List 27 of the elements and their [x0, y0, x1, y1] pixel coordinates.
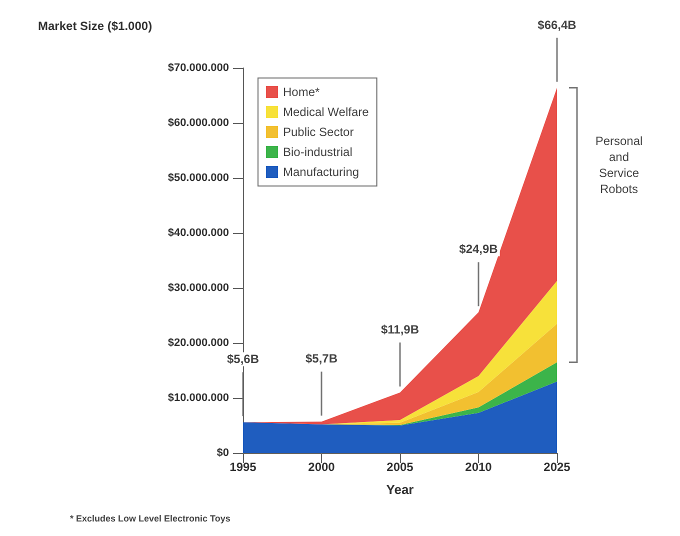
text: Personal and Service Robots: [595, 134, 643, 196]
legend-label: Public Sector: [283, 125, 354, 139]
y-tick-label: $0: [216, 447, 229, 459]
y-tick-label: $20.000.000: [168, 337, 229, 349]
legend-label: Manufacturing: [283, 165, 360, 179]
y-tick-label: $60.000.000: [168, 117, 229, 129]
y-tick-label: $70.000.000: [168, 62, 229, 74]
x-tick-label: 2025: [544, 460, 571, 474]
annotation: $5,6B: [226, 352, 260, 366]
y-tick-label: $10.000.000: [168, 392, 229, 404]
y-tick-label: $30.000.000: [168, 282, 229, 294]
legend-label: Medical Welfare: [283, 105, 370, 119]
x-tick-label: 2010: [465, 460, 492, 474]
text: * Excludes Low Level Electronic Toys: [70, 514, 230, 524]
y-axis-title: Market Size ($1.000): [38, 19, 152, 33]
y-tick-label: $50.000.000: [168, 172, 229, 184]
annotation: $24,9B: [459, 242, 498, 256]
annotation: $66,4B: [538, 18, 577, 32]
x-tick-label: 2000: [308, 460, 336, 474]
x-tick-label: 1995: [230, 460, 257, 474]
y-tick-label: $40.000.000: [168, 227, 229, 239]
legend-label: Bio-industrial: [283, 145, 352, 159]
x-tick-label: 2005: [386, 460, 414, 474]
annotation: $5,7B: [305, 352, 338, 366]
legend-label: Home*: [283, 85, 320, 99]
annotation: $11,9B: [380, 322, 420, 336]
x-axis-title: Year: [386, 482, 414, 497]
